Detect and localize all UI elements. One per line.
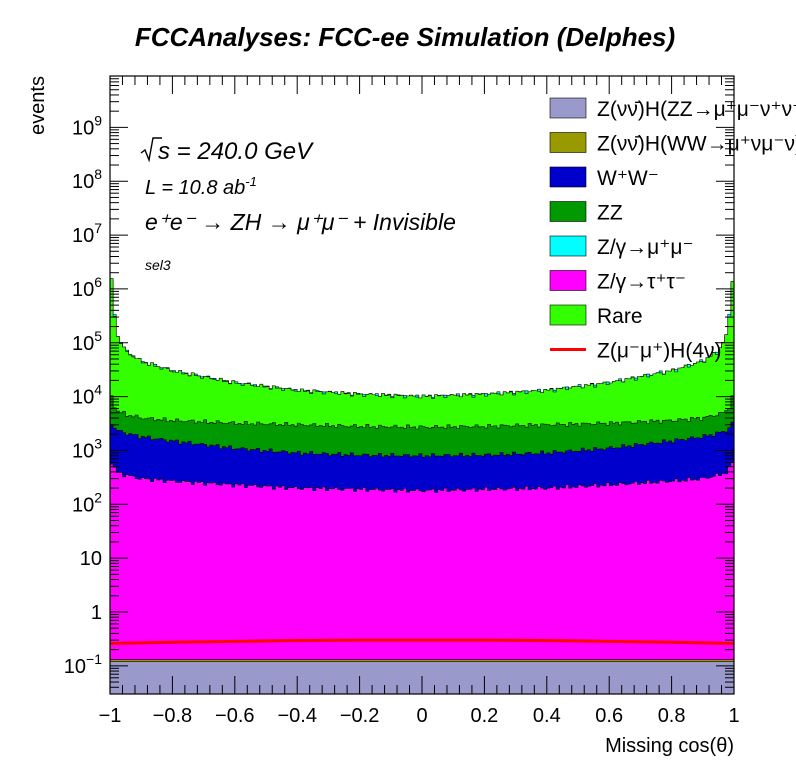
sqrt-symbol (140, 137, 162, 163)
annotation-selection: sel3 (145, 257, 171, 273)
legend-label: Z/γ→μ⁺μ⁻ (597, 236, 694, 259)
x-tick-label: 0.8 (658, 705, 686, 727)
x-axis-label: Missing cos(θ) (605, 735, 734, 757)
legend-label: Z/γ→τ⁺τ⁻ (597, 271, 686, 294)
legend-label: ZZ (597, 202, 623, 225)
legend-swatch (549, 304, 587, 326)
x-tick-label: −0.6 (215, 705, 254, 727)
legend: Z(νν̄)H(ZZ→μ⁺μ⁻ν⁺ν⁻) Z(νν̄)H(WW→μ⁺νμ⁻ν) W⁺… (549, 97, 796, 363)
annotation-process: e⁺e⁻ → ZH → μ⁺μ⁻ + Invisible (145, 209, 456, 235)
legend-swatch (549, 132, 587, 153)
y-tick-label: 1 (91, 602, 102, 624)
x-tick-label: 0 (416, 705, 427, 727)
y-axis-label: events (27, 76, 49, 135)
y-tick-label: 104 (72, 382, 102, 409)
legend-label: Rare (597, 305, 643, 328)
annotation-sqrt-s: s = 240.0 GeV (140, 137, 314, 165)
legend-label: Z(νν̄)H(WW→μ⁺νμ⁻ν) (597, 133, 796, 156)
chart-title: FCCAnalyses: FCC-ee Simulation (Delphes) (135, 22, 675, 52)
lumi-text: L = 10.8 ab (145, 177, 245, 199)
legend-swatch (549, 270, 587, 291)
x-tick-label: 0.6 (595, 705, 623, 727)
y-tick-label: 102 (72, 489, 102, 516)
legend-swatch (549, 97, 587, 119)
y-tick-label: 106 (72, 274, 102, 301)
x-tick-label: 0.2 (470, 705, 498, 727)
stack-area-z-4 (110, 462, 734, 694)
legend-swatch (549, 166, 587, 188)
y-tick-label: 108 (72, 166, 102, 193)
y-tick-label: 103 (72, 435, 102, 462)
x-tick-label: 0.4 (533, 705, 561, 727)
x-tick-label: 1 (728, 705, 739, 727)
lumi-exponent: -1 (245, 174, 257, 189)
x-tick-label: −0.2 (340, 705, 379, 727)
y-axis-ticks: 10−1 1 10 102 103 104 105 106 107 108 109 (64, 75, 734, 695)
y-tick-label: 105 (72, 328, 102, 355)
legend-label: Z(μ⁻μ⁺)H(4ν) (597, 340, 722, 363)
x-tick-label: −0.8 (153, 705, 192, 727)
legend-label: W⁺W⁻ (597, 167, 659, 190)
x-axis-ticks: −1 −0.8 −0.6 −0.4 −0.2 0 0.2 0.4 0.6 0.8 1 (99, 76, 740, 727)
y-tick-label: 107 (72, 220, 102, 247)
legend-swatch (549, 235, 587, 257)
y-tick-label: 10 (80, 548, 102, 570)
legend-swatch (549, 201, 587, 222)
y-tick-label: 10−1 (64, 651, 102, 678)
legend-label: Z(νν̄)H(ZZ→μ⁺μ⁻ν⁺ν⁻) (597, 98, 796, 121)
sqrt-s-text: s = 240.0 GeV (158, 138, 314, 165)
y-tick-label: 109 (72, 112, 102, 139)
x-tick-label: −0.4 (277, 705, 316, 727)
annotation-lumi: L = 10.8 ab-1 (145, 174, 257, 199)
x-tick-label: −1 (99, 705, 122, 727)
stacked-histograms (110, 278, 734, 694)
